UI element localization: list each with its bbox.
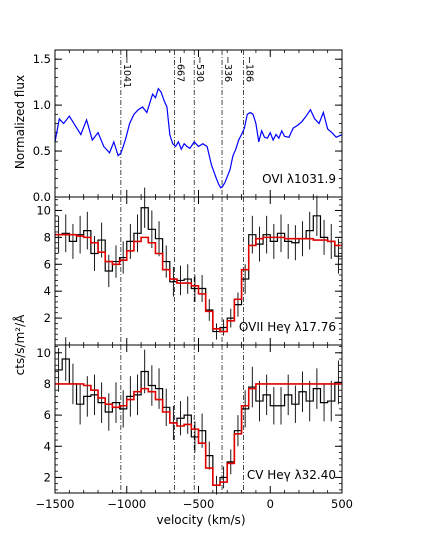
series-data-histogram	[55, 207, 342, 333]
y-tick-label: 1.5	[33, 52, 51, 66]
series-data-histogram	[55, 358, 342, 486]
series-model-line	[55, 383, 342, 487]
panel-label: CV Heγ λ32.40	[247, 468, 336, 482]
panel-frame	[54, 344, 343, 494]
y-tick-label: 0.0	[33, 190, 51, 204]
x-tick-label: −1000	[107, 497, 146, 511]
y-tick-label: 4	[44, 284, 51, 298]
y-tick-label: 10	[36, 346, 51, 360]
y-tick-label: 6	[44, 408, 51, 422]
y-tick-label: 2	[44, 470, 51, 484]
x-tick-label: −500	[183, 497, 215, 511]
y-tick-label: 2	[44, 311, 51, 325]
y-axis-label-text: cts/s/m²/Å	[12, 314, 27, 375]
y-tick-label: 0.5	[33, 144, 51, 158]
x-tick-label: 0	[267, 497, 274, 511]
panel-1: 0.0 0.5 1.0 1.5 OVI λ1031.9	[33, 49, 343, 204]
series-line	[54, 87, 343, 189]
velocity-marker-label: −186	[244, 56, 255, 82]
y-tick-label: 4	[44, 439, 51, 453]
y-axis-label-shared: cts/s/m²/Å	[12, 314, 27, 375]
velocity-marker-label: −1041	[121, 56, 132, 88]
y-tick-label: 8	[44, 377, 51, 391]
y-tick-label: 6	[44, 257, 51, 271]
y-axis-label-panel-1: Normalized flux	[13, 75, 27, 169]
panel-3: 2 4 6 8 10 CV Heγ λ32.40	[36, 337, 343, 495]
x-axis-label: velocity (km/s)	[156, 513, 245, 527]
series-model-line	[55, 233, 342, 333]
y-tick-label: 1.0	[33, 98, 51, 112]
panel-label: OVI λ1031.9	[262, 172, 336, 186]
x-tick-label: −1500	[36, 497, 75, 511]
y-tick-label: 8	[44, 230, 51, 244]
y-tick-label: 10	[36, 203, 51, 217]
velocity-marker-label: −336	[222, 56, 233, 82]
velocity-marker-label: −530	[194, 56, 205, 82]
panel-2: 2 4 6 8 10 OVII Heγ λ17.76	[36, 187, 343, 346]
velocity-marker-label: −667	[175, 56, 186, 82]
panels-group: 0.0 0.5 1.0 1.5 OVI λ1031.9 2 4 6 8 10 OVII Heγ λ1…	[33, 49, 353, 511]
x-tick-label: 500	[331, 497, 353, 511]
panel-label: OVII Heγ λ17.76	[239, 320, 336, 334]
